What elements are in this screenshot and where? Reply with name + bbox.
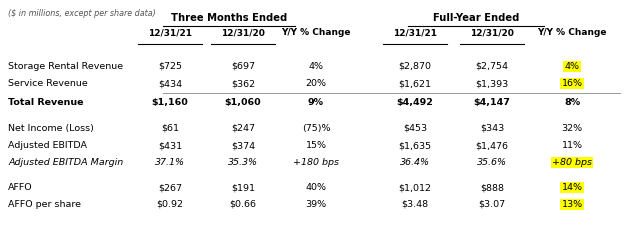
Text: $725: $725 [158,62,182,71]
Text: 12/31/20: 12/31/20 [221,28,265,37]
Text: $362: $362 [231,79,255,88]
Text: $247: $247 [231,124,255,133]
Text: 39%: 39% [305,200,326,209]
Text: 35.3%: 35.3% [228,158,258,167]
Text: Three Months Ended: Three Months Ended [171,13,287,23]
Text: $4,147: $4,147 [474,98,511,107]
Text: Adjusted EBITDA Margin: Adjusted EBITDA Margin [8,158,124,167]
Text: Total Revenue: Total Revenue [8,98,83,107]
Text: $61: $61 [161,124,179,133]
Text: $1,393: $1,393 [476,79,509,88]
Text: $191: $191 [231,183,255,192]
Text: $0.92: $0.92 [157,200,184,209]
Text: $1,476: $1,476 [476,141,509,150]
Text: $1,635: $1,635 [399,141,431,150]
Text: 16%: 16% [561,79,582,88]
Text: 32%: 32% [561,124,582,133]
Text: Y/Y % Change: Y/Y % Change [537,28,607,37]
Text: $1,012: $1,012 [399,183,431,192]
Text: ($ in millions, except per share data): ($ in millions, except per share data) [8,9,156,18]
Text: Net Income (Loss): Net Income (Loss) [8,124,94,133]
Text: $888: $888 [480,183,504,192]
Text: 13%: 13% [561,200,582,209]
Text: $1,160: $1,160 [152,98,188,107]
Text: 40%: 40% [305,183,326,192]
Text: Y/Y % Change: Y/Y % Change [281,28,351,37]
Text: $3.07: $3.07 [479,200,506,209]
Text: 36.4%: 36.4% [400,158,430,167]
Text: 4%: 4% [564,62,579,71]
Text: $3.48: $3.48 [401,200,429,209]
Text: $267: $267 [158,183,182,192]
Text: +80 bps: +80 bps [552,158,592,167]
Text: Storage Rental Revenue: Storage Rental Revenue [8,62,123,71]
Text: 35.6%: 35.6% [477,158,507,167]
Text: 15%: 15% [305,141,326,150]
Text: 12/31/21: 12/31/21 [148,28,192,37]
Text: $453: $453 [403,124,427,133]
Text: 11%: 11% [561,141,582,150]
Text: Service Revenue: Service Revenue [8,79,88,88]
Text: 4%: 4% [308,62,323,71]
Text: 8%: 8% [564,98,580,107]
Text: 14%: 14% [561,183,582,192]
Text: 9%: 9% [308,98,324,107]
Text: 20%: 20% [305,79,326,88]
Text: $0.66: $0.66 [230,200,257,209]
Text: $2,870: $2,870 [399,62,431,71]
Text: $1,060: $1,060 [225,98,261,107]
Text: AFFO per share: AFFO per share [8,200,81,209]
Text: $2,754: $2,754 [476,62,509,71]
Text: $4,492: $4,492 [397,98,433,107]
Text: Full-Year Ended: Full-Year Ended [433,13,519,23]
Text: $343: $343 [480,124,504,133]
Text: $374: $374 [231,141,255,150]
Text: Adjusted EBITDA: Adjusted EBITDA [8,141,87,150]
Text: AFFO: AFFO [8,183,33,192]
Text: +180 bps: +180 bps [293,158,339,167]
Text: $1,621: $1,621 [399,79,431,88]
Text: 12/31/21: 12/31/21 [393,28,437,37]
Text: $697: $697 [231,62,255,71]
Text: 37.1%: 37.1% [155,158,185,167]
Text: (75)%: (75)% [301,124,330,133]
Text: $431: $431 [158,141,182,150]
Text: $434: $434 [158,79,182,88]
Text: 12/31/20: 12/31/20 [470,28,514,37]
